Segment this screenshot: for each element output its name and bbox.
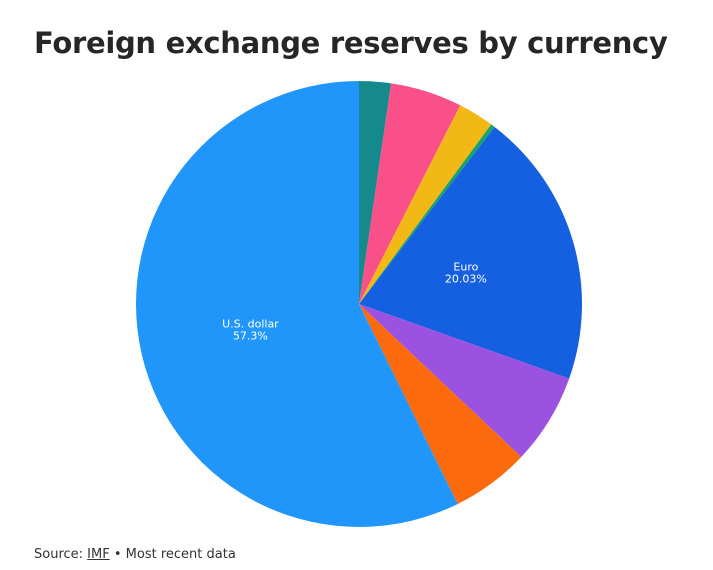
chart-footer: Source: IMF • Most recent data — [34, 547, 236, 562]
slice-value-u-s-dollar: 57.3% — [233, 329, 268, 342]
pie-slice-segment-2[interactable] — [359, 83, 461, 304]
footer-note: Most recent data — [125, 547, 236, 562]
pie-slice-u-s-dollar[interactable] — [136, 81, 458, 527]
source-link[interactable]: IMF — [87, 547, 110, 562]
slice-label-euro: Euro — [453, 260, 478, 273]
slice-value-euro: 20.03% — [445, 272, 487, 285]
pie-slice-segment-6[interactable] — [359, 304, 570, 457]
pie-slice-euro[interactable] — [359, 126, 582, 379]
chart-title: Foreign exchange reserves by currency — [34, 26, 668, 60]
footer-separator: • — [113, 547, 122, 562]
pie-slice-segment-3[interactable] — [359, 105, 492, 304]
slice-label-u-s-dollar: U.S. dollar — [222, 317, 279, 330]
source-label: Source: — [34, 547, 84, 562]
pie-slice-segment-1[interactable] — [359, 81, 392, 304]
pie-slice-segment-7[interactable] — [359, 304, 522, 504]
pie-slice-segment-4[interactable] — [359, 124, 495, 304]
